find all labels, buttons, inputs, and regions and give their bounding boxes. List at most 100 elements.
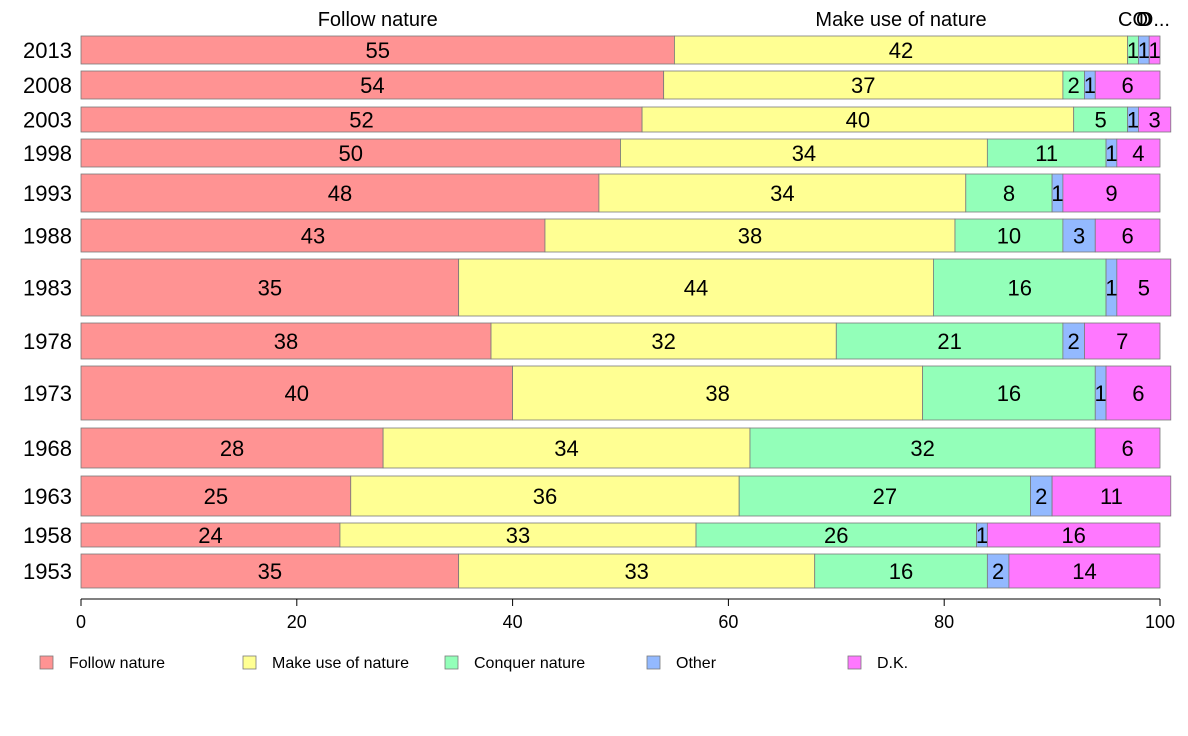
data-label: 36 (533, 484, 557, 509)
data-label: 10 (997, 224, 1021, 249)
data-label: 26 (824, 523, 848, 548)
legend-label: D.K. (877, 655, 908, 672)
x-tick-label: 80 (934, 612, 954, 632)
y-tick-label: 1988 (23, 224, 72, 249)
x-tick-label: 20 (287, 612, 307, 632)
bar-segment (80, 427, 384, 469)
data-label: 28 (220, 436, 244, 461)
bar-segment (80, 70, 665, 100)
top-series-label: D... (1139, 9, 1170, 31)
data-label: 1 (1127, 108, 1139, 133)
data-label: 2 (992, 559, 1004, 584)
bar-segment (1062, 173, 1161, 213)
legend-swatch (444, 655, 459, 670)
data-label: 1 (1148, 38, 1160, 63)
data-label: 32 (651, 329, 675, 354)
bar-segment (641, 106, 1075, 133)
data-label: 2 (1068, 329, 1080, 354)
x-tick-label: 60 (718, 612, 738, 632)
top-series-label: Follow nature (318, 9, 438, 31)
data-label: 25 (204, 484, 228, 509)
data-label: 48 (328, 181, 352, 206)
legend-label: Conquer nature (474, 655, 585, 672)
data-label: 2 (1068, 73, 1080, 98)
data-label: 6 (1132, 381, 1144, 406)
legend-label: Other (676, 655, 717, 672)
data-label: 32 (910, 436, 934, 461)
y-tick-label: 1993 (23, 181, 72, 206)
y-tick-label: 2003 (23, 108, 72, 133)
data-label: 5 (1095, 108, 1107, 133)
bar-segment (1148, 35, 1161, 65)
bar-segment (512, 365, 924, 421)
bar-segment (458, 258, 934, 317)
bar-segment (80, 218, 546, 253)
data-label: 6 (1122, 436, 1134, 461)
y-tick-label: 1968 (23, 436, 72, 461)
bar-segment (814, 553, 988, 589)
bar-segment (835, 322, 1064, 360)
bar-segment (620, 138, 988, 168)
bar-segment (458, 553, 816, 589)
y-tick-label: 1963 (23, 484, 72, 509)
data-label: 7 (1116, 329, 1128, 354)
data-label: 1 (1127, 38, 1139, 63)
bar-segment (544, 218, 956, 253)
data-label: 43 (301, 224, 325, 249)
bar-segment (80, 475, 352, 517)
bar-segment (986, 138, 1107, 168)
bar-segment (695, 522, 977, 548)
data-label: 9 (1105, 181, 1117, 206)
bar-segment (80, 365, 514, 421)
bar-segment (922, 365, 1096, 421)
bar-segment (1094, 427, 1161, 469)
data-label: 1 (1084, 73, 1096, 98)
bar-segment (1008, 553, 1161, 589)
legend-swatch (646, 655, 661, 670)
bar-segment (382, 427, 751, 469)
data-label: 8 (1003, 181, 1015, 206)
bar-segment (663, 70, 1064, 100)
x-tick-label: 100 (1145, 612, 1175, 632)
bar-segment (1116, 258, 1172, 317)
data-label: 6 (1122, 224, 1134, 249)
top-series-labels: Follow nature Make use of nature COOD... (318, 9, 1170, 31)
y-tick-label: 1978 (23, 329, 72, 354)
legend: Follow nature Make use of nature Conquer n… (39, 655, 908, 672)
data-label: 2 (1035, 484, 1047, 509)
data-label: 3 (1073, 224, 1085, 249)
bar-segment (749, 427, 1096, 469)
legend-swatch (242, 655, 257, 670)
data-label: 24 (198, 523, 222, 548)
data-label: 11 (1035, 141, 1058, 166)
data-label: 14 (1072, 559, 1096, 584)
top-series-label: Make use of nature (815, 9, 986, 31)
bar-segment (1084, 322, 1161, 360)
data-label: 40 (846, 108, 870, 133)
data-label: 1 (1105, 276, 1117, 301)
data-label: 16 (1061, 523, 1085, 548)
data-label: 55 (365, 38, 389, 63)
data-label: 34 (792, 141, 816, 166)
data-label: 21 (937, 329, 961, 354)
data-label: 54 (360, 73, 384, 98)
x-tick-label: 40 (503, 612, 523, 632)
data-label: 38 (738, 224, 762, 249)
y-tick-label: 1983 (23, 276, 72, 301)
data-label: 1 (1105, 141, 1117, 166)
data-label: 33 (506, 523, 530, 548)
y-tick-label: 1953 (23, 559, 72, 584)
bar-segment (1138, 106, 1172, 133)
legend-label: Follow nature (69, 655, 165, 672)
bar-segment (80, 522, 341, 548)
data-label: 5 (1138, 276, 1150, 301)
data-label: 16 (889, 559, 913, 584)
data-label: 52 (349, 108, 373, 133)
bar-segment (674, 35, 1129, 65)
data-label: 1 (1095, 381, 1107, 406)
top-series-label: CO (1118, 9, 1148, 31)
bar-segment (738, 475, 1031, 517)
bar-segment (350, 475, 740, 517)
legend-label: Make use of nature (272, 655, 409, 672)
